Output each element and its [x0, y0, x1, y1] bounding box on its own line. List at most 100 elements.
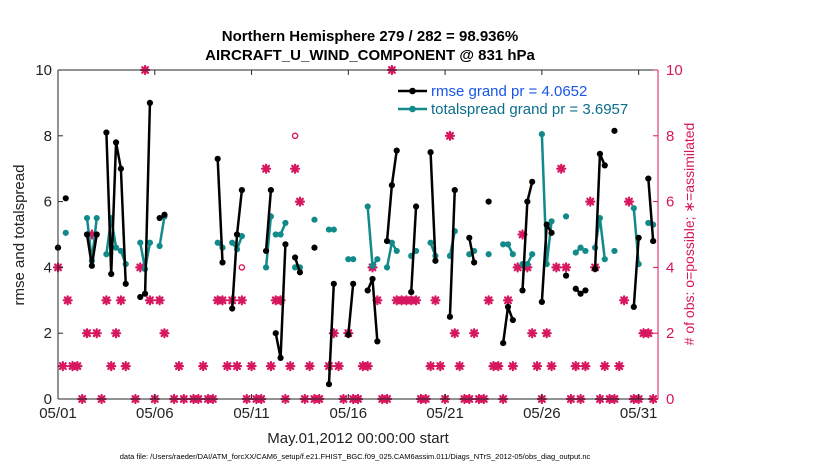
rmse-point: [214, 155, 221, 162]
rmse-point: [93, 231, 100, 238]
legend-spread-label: totalspread grand pr = 3.6957: [431, 101, 628, 118]
legend: rmse grand pr = 4.0652 totalspread grand…: [394, 81, 644, 119]
rmse-point: [645, 175, 652, 182]
totalspread-point: [350, 256, 357, 263]
totalspread-point: [611, 247, 618, 255]
rmse-point: [62, 195, 69, 202]
obs-assimilated-point: [619, 295, 630, 306]
obs-assimilated-point: [231, 361, 243, 372]
obs-assimilated-point: [265, 361, 277, 372]
rmse-point: [466, 234, 473, 241]
totalspread-point: [345, 256, 352, 263]
totalspread-point: [504, 241, 512, 248]
rmse-point: [330, 280, 337, 287]
y-tick-label-left: 0: [44, 391, 52, 408]
obs-possible-point: [291, 132, 299, 140]
obs-assimilated-point: [560, 262, 572, 273]
rmse-point: [582, 287, 589, 294]
totalspread-point: [645, 219, 652, 227]
legend-spread-marker: [409, 105, 416, 113]
y-tick-label-right: 6: [666, 194, 674, 211]
rmse-point: [519, 287, 526, 294]
rmse-point: [374, 338, 381, 345]
totalspread-point: [364, 203, 371, 210]
obs-assimilated-point: [599, 361, 610, 372]
rmse-point: [524, 198, 531, 205]
totalspread-point: [529, 251, 536, 258]
rmse-point: [596, 150, 604, 157]
rmse-point: [388, 182, 395, 189]
totalspread-point: [466, 251, 473, 258]
rmse-line-segment: [647, 178, 655, 242]
obs-assimilated-point: [570, 361, 581, 372]
rmse-point: [112, 139, 120, 146]
totalspread-point: [117, 247, 125, 255]
totalspread-point: [374, 256, 381, 263]
rmse-point: [485, 198, 492, 205]
y-tick-label-left: 2: [44, 325, 52, 342]
y-tick-label-right: 8: [666, 128, 674, 145]
rmse-point: [630, 303, 637, 310]
rmse-point: [117, 165, 125, 172]
totalspread-point: [146, 239, 154, 246]
plot-area: [58, 70, 658, 399]
rmse-point: [291, 254, 299, 261]
totalspread-point: [238, 233, 245, 240]
obs-assimilated-point: [285, 361, 296, 372]
totalspread-point: [562, 213, 570, 220]
y-axis-label-left: rmse and totalspread: [11, 165, 28, 306]
rmse-point: [529, 178, 536, 185]
rmse-point: [543, 221, 550, 228]
rmse-point: [122, 280, 129, 287]
y-tick-label-left: 10: [35, 62, 52, 79]
rmse-point: [83, 231, 91, 238]
rmse-point: [548, 229, 555, 236]
rmse-point: [383, 237, 391, 245]
rmse-point: [103, 129, 110, 136]
totalspread-point: [383, 264, 391, 271]
rmse-point: [137, 293, 144, 301]
rmse-point: [500, 339, 507, 347]
obs-assimilated-point: [91, 328, 102, 339]
obs-assimilated-point: [159, 328, 170, 339]
obs-assimilated-point: [493, 361, 504, 372]
rmse-point: [262, 247, 270, 255]
rmse-point: [88, 262, 95, 269]
rmse-point: [509, 316, 516, 324]
x-tick-label: 05/26: [523, 405, 561, 422]
rmse-point: [504, 303, 512, 310]
totalspread-point: [524, 261, 531, 268]
rmse-point: [393, 147, 400, 154]
rmse-line-segment: [347, 283, 355, 335]
obs-assimilated-point: [469, 328, 480, 339]
obs-assimilated-point: [173, 361, 185, 372]
rmse-point: [562, 272, 570, 279]
totalspread-point: [83, 214, 91, 222]
rmse-line-segment: [448, 190, 457, 317]
rmse-point: [350, 280, 357, 287]
rmse-point: [432, 257, 439, 264]
totalspread-point: [137, 239, 144, 246]
y-tick-label-right: 2: [666, 325, 674, 342]
rmse-point: [233, 231, 241, 238]
obs-assimilated-point: [304, 361, 315, 372]
obs-assimilated-point: [449, 328, 460, 339]
x-axis-label: May.01,2012 00:00:00 start: [267, 430, 449, 447]
rmse-point: [591, 265, 599, 273]
rmse-point: [538, 298, 545, 306]
footnote: data file: /Users/raeder/DAI/ATM_forcXX/…: [120, 452, 591, 461]
y-tick-label-left: 8: [44, 128, 52, 145]
obs-assimilated-point: [198, 361, 209, 372]
chart-title-line2: AIRCRAFT_U_WIND_COMPONENT @ 831 hPa: [205, 47, 535, 64]
obs-assimilated-point: [444, 130, 456, 141]
obs-assimilated-point: [120, 361, 131, 372]
obs-assimilated-point: [154, 295, 165, 306]
y-tick-label-left: 4: [44, 259, 52, 276]
obs-assimilated-point: [551, 262, 562, 273]
totalspread-point: [214, 239, 221, 246]
totalspread-point: [93, 214, 100, 222]
rmse-line-segment: [429, 152, 437, 261]
totalspread-point: [601, 256, 608, 263]
rmse-point: [156, 214, 163, 222]
